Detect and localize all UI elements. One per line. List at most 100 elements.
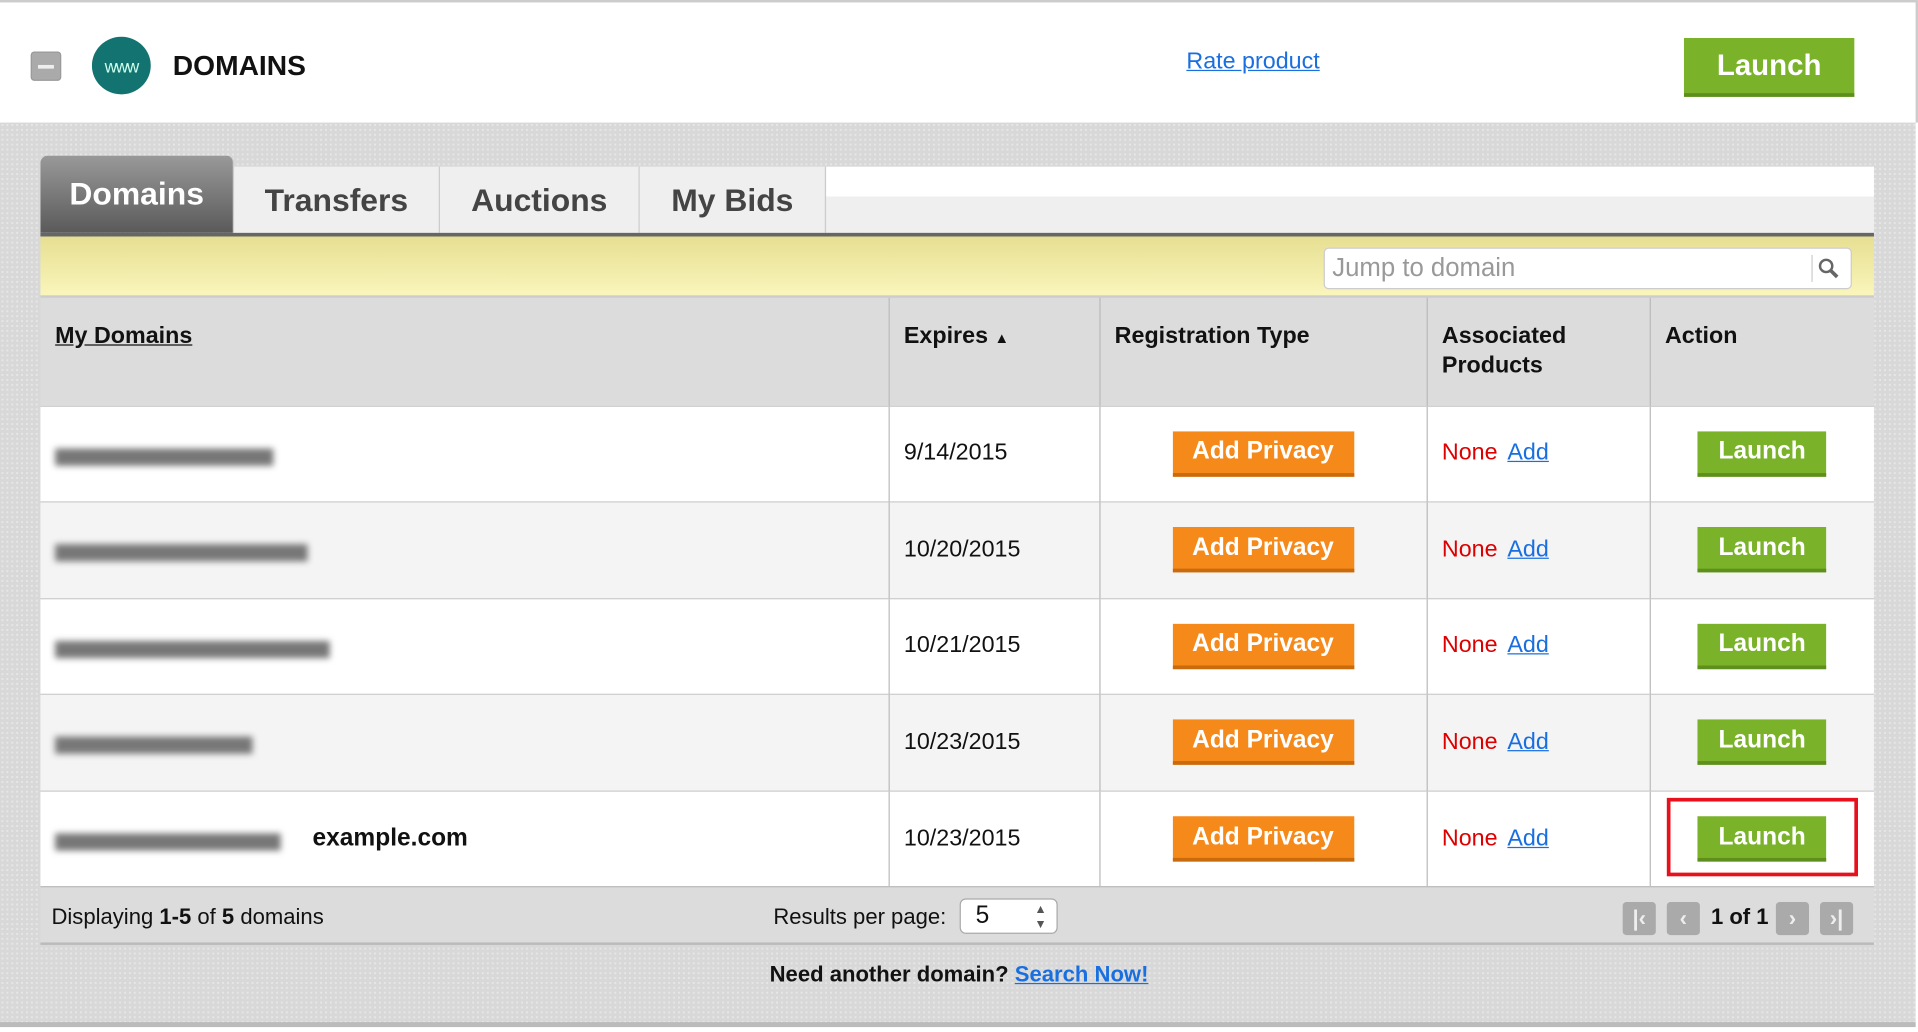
products-cell: None Add bbox=[1425, 693, 1650, 791]
blurred-domain bbox=[55, 640, 330, 658]
rate-product-link[interactable]: Rate product bbox=[1186, 49, 1320, 75]
domain-cell bbox=[40, 597, 889, 695]
registration-cell: Add Privacy bbox=[1098, 501, 1427, 599]
displaying-suffix: domains bbox=[234, 904, 324, 930]
search-now-link[interactable]: Search Now! bbox=[1014, 962, 1149, 987]
results-per-page-select[interactable]: 5 ▲ ▼ bbox=[959, 898, 1058, 934]
tab-auctions[interactable]: Auctions bbox=[439, 166, 640, 233]
domain-cell: example.com bbox=[40, 789, 889, 887]
highlight-box bbox=[1666, 797, 1859, 877]
col-my-domains[interactable]: My Domains bbox=[40, 297, 889, 406]
action-cell: Launch bbox=[1649, 693, 1874, 791]
col-expires[interactable]: Expires ▲ bbox=[887, 297, 1100, 406]
need-another-domain: Need another domain? Search Now! bbox=[0, 962, 1918, 988]
launch-button[interactable]: Launch bbox=[1697, 431, 1827, 477]
blurred-domain bbox=[55, 544, 308, 562]
table-row: example.com 10/23/2015 Add Privacy None A… bbox=[40, 789, 1874, 887]
expires-label: Expires bbox=[903, 323, 989, 350]
add-privacy-button[interactable]: Add Privacy bbox=[1172, 527, 1354, 573]
app-header: www DOMAINS Rate product Launch bbox=[0, 0, 1918, 123]
registration-cell: Add Privacy bbox=[1098, 789, 1427, 887]
displaying-text: Displaying 1-5 of 5 domains bbox=[51, 904, 323, 930]
registration-cell: Add Privacy bbox=[1098, 693, 1427, 791]
blurred-domain bbox=[55, 833, 281, 851]
page-info: 1 of 1 bbox=[1710, 904, 1769, 930]
products-cell: None Add bbox=[1425, 789, 1650, 887]
tab-bar-fill bbox=[826, 166, 1874, 233]
launch-button[interactable]: Launch bbox=[1697, 527, 1827, 573]
displaying-total: 5 bbox=[221, 904, 235, 930]
products-none: None bbox=[1441, 440, 1498, 467]
action-cell: Launch bbox=[1649, 405, 1874, 502]
domains-table: My Domains Expires ▲ Registration Type A… bbox=[40, 297, 1874, 887]
action-cell: Launch bbox=[1649, 789, 1874, 887]
col-action: Action bbox=[1649, 297, 1874, 406]
add-privacy-button[interactable]: Add Privacy bbox=[1172, 431, 1354, 477]
launch-button[interactable]: Launch bbox=[1697, 816, 1827, 862]
add-privacy-button[interactable]: Add Privacy bbox=[1172, 719, 1354, 766]
action-cell: Launch bbox=[1649, 597, 1874, 695]
launch-button[interactable]: Launch bbox=[1697, 719, 1827, 766]
jump-to-domain bbox=[1323, 247, 1852, 290]
col-associated-products: Associated Products bbox=[1425, 297, 1650, 406]
displaying-range: 1-5 bbox=[159, 904, 192, 930]
last-page-icon[interactable]: ›| bbox=[1820, 902, 1854, 936]
col-registration-type: Registration Type bbox=[1098, 297, 1427, 406]
prev-page-icon[interactable]: ‹ bbox=[1666, 902, 1700, 936]
products-none: None bbox=[1441, 728, 1498, 755]
per-page-value: 5 bbox=[975, 902, 990, 930]
collapse-button[interactable] bbox=[30, 51, 62, 81]
results-per-page-label: Results per page: bbox=[773, 904, 947, 930]
tab-transfers[interactable]: Transfers bbox=[234, 166, 440, 233]
www-logo-icon: www bbox=[91, 36, 151, 95]
products-cell: None Add bbox=[1425, 501, 1650, 599]
add-product-link[interactable]: Add bbox=[1507, 632, 1549, 659]
registration-cell: Add Privacy bbox=[1098, 597, 1427, 695]
sort-my-domains-link[interactable]: My Domains bbox=[55, 323, 193, 350]
next-page-icon[interactable]: › bbox=[1775, 902, 1809, 936]
table-footer: Displaying 1-5 of 5 domains Results per … bbox=[40, 886, 1874, 945]
expires-cell: 10/23/2015 bbox=[887, 693, 1100, 791]
action-cell: Launch bbox=[1649, 501, 1874, 599]
table-row: 9/14/2015 Add Privacy None Add Launch bbox=[40, 405, 1874, 502]
add-product-link[interactable]: Add bbox=[1507, 728, 1549, 755]
search-bar bbox=[40, 236, 1874, 298]
table-row: 10/20/2015 Add Privacy None Add Launch bbox=[40, 501, 1874, 599]
add-privacy-button[interactable]: Add Privacy bbox=[1172, 623, 1354, 669]
launch-button[interactable]: Launch bbox=[1697, 623, 1827, 669]
add-product-link[interactable]: Add bbox=[1507, 825, 1549, 852]
products-none: None bbox=[1441, 536, 1498, 563]
jump-to-domain-input[interactable] bbox=[1324, 248, 1797, 289]
products-none: None bbox=[1441, 825, 1498, 852]
expires-cell: 9/14/2015 bbox=[887, 405, 1100, 502]
displaying-prefix: Displaying bbox=[51, 904, 160, 930]
first-page-icon[interactable]: |‹ bbox=[1622, 902, 1656, 936]
tab-domains[interactable]: Domains bbox=[40, 155, 235, 233]
page-title: DOMAINS bbox=[172, 49, 306, 81]
expires-cell: 10/21/2015 bbox=[887, 597, 1100, 695]
products-none: None bbox=[1441, 632, 1498, 659]
domain-cell bbox=[40, 405, 889, 502]
registration-cell: Add Privacy bbox=[1098, 405, 1427, 502]
search-icon[interactable] bbox=[1811, 254, 1840, 282]
table-row: 10/23/2015 Add Privacy None Add Launch bbox=[40, 693, 1874, 791]
products-cell: None Add bbox=[1425, 597, 1650, 695]
displaying-of: of bbox=[191, 904, 222, 930]
add-product-link[interactable]: Add bbox=[1507, 536, 1549, 563]
blurred-domain bbox=[55, 736, 253, 755]
expires-cell: 10/23/2015 bbox=[887, 789, 1100, 887]
tab-my-bids[interactable]: My Bids bbox=[639, 166, 827, 233]
domain-cell bbox=[40, 693, 889, 791]
table-row: 10/21/2015 Add Privacy None Add Launch bbox=[40, 597, 1874, 695]
need-question: Need another domain? bbox=[769, 962, 1009, 987]
add-privacy-button[interactable]: Add Privacy bbox=[1172, 816, 1354, 862]
domain-label: example.com bbox=[312, 824, 468, 852]
add-product-link[interactable]: Add bbox=[1507, 440, 1549, 467]
launch-button[interactable]: Launch bbox=[1683, 37, 1855, 97]
stepper-arrows-icon: ▲ ▼ bbox=[1034, 903, 1047, 932]
products-cell: None Add bbox=[1425, 405, 1650, 502]
sort-asc-icon: ▲ bbox=[994, 329, 1010, 347]
tab-underline bbox=[40, 232, 1874, 237]
domain-cell bbox=[40, 501, 889, 599]
expires-cell: 10/20/2015 bbox=[887, 501, 1100, 599]
